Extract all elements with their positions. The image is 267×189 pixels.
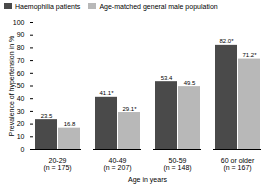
svg-text:70: 70 xyxy=(17,57,25,64)
svg-text:Prevalence of hypertension in: Prevalence of hypertension in % xyxy=(8,36,16,136)
svg-text:0: 0 xyxy=(21,146,25,153)
svg-text:20-29(n = 175): 20-29(n = 175) xyxy=(43,157,71,172)
svg-text:40-49(n = 207): 40-49(n = 207) xyxy=(103,157,131,172)
html-text:Haemophilia patients: Haemophilia patients xyxy=(15,2,81,10)
svg-text:80: 80 xyxy=(17,44,25,51)
svg-text:50-59(n = 148): 50-59(n = 148) xyxy=(163,157,191,172)
svg-text:30: 30 xyxy=(17,108,25,115)
svg-text:53.4: 53.4 xyxy=(161,75,173,81)
svg-text:29.1*: 29.1* xyxy=(122,106,137,112)
svg-text:10: 10 xyxy=(17,133,25,140)
svg-text:Age in years: Age in years xyxy=(128,176,167,184)
html-text:Age-matched general male popul: Age-matched general male population xyxy=(99,2,218,10)
svg-text:100: 100 xyxy=(13,19,25,26)
svg-text:60: 60 xyxy=(17,70,25,77)
svg-text:16.8: 16.8 xyxy=(64,121,76,127)
svg-text:90: 90 xyxy=(17,31,25,38)
svg-text:41.1*: 41.1* xyxy=(99,90,114,96)
svg-text:60 or older(n = 167): 60 or older(n = 167) xyxy=(221,157,255,172)
svg-text:40: 40 xyxy=(17,95,25,102)
svg-text:50: 50 xyxy=(17,82,25,89)
svg-text:82.0*: 82.0* xyxy=(219,38,234,44)
svg-text:71.2*: 71.2* xyxy=(242,52,257,58)
svg-text:23.5: 23.5 xyxy=(41,113,53,119)
svg-text:20: 20 xyxy=(17,120,25,127)
svg-text:49.5: 49.5 xyxy=(184,80,196,86)
